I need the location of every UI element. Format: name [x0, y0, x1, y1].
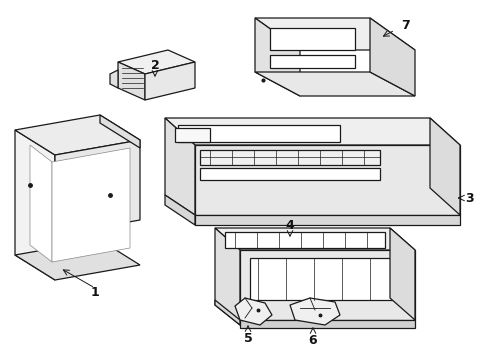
Polygon shape [255, 18, 300, 96]
Polygon shape [215, 228, 240, 325]
Polygon shape [255, 72, 415, 96]
Polygon shape [200, 150, 380, 165]
Polygon shape [195, 145, 460, 215]
Polygon shape [240, 320, 415, 328]
Text: 7: 7 [401, 18, 409, 32]
Polygon shape [235, 298, 272, 325]
Polygon shape [15, 115, 140, 155]
Polygon shape [178, 125, 340, 142]
Polygon shape [52, 148, 130, 262]
Polygon shape [250, 258, 400, 300]
Text: 5: 5 [244, 332, 252, 345]
Polygon shape [118, 50, 195, 74]
Polygon shape [165, 118, 460, 145]
Text: 1: 1 [91, 287, 99, 300]
Polygon shape [55, 140, 140, 235]
Polygon shape [430, 118, 460, 215]
Polygon shape [270, 28, 355, 50]
Polygon shape [30, 145, 52, 262]
Text: 6: 6 [309, 333, 318, 346]
Polygon shape [15, 240, 140, 280]
Polygon shape [255, 18, 415, 50]
Polygon shape [165, 195, 195, 225]
Polygon shape [215, 300, 240, 325]
Polygon shape [165, 118, 195, 215]
Polygon shape [100, 115, 140, 148]
Polygon shape [270, 55, 355, 68]
Text: 3: 3 [466, 192, 474, 204]
Text: 2: 2 [150, 59, 159, 72]
Polygon shape [145, 62, 195, 100]
Text: 4: 4 [286, 219, 294, 231]
Polygon shape [370, 18, 415, 96]
Polygon shape [240, 250, 415, 320]
Polygon shape [290, 298, 340, 325]
Polygon shape [110, 70, 118, 88]
Polygon shape [195, 215, 460, 225]
Polygon shape [15, 130, 55, 280]
Polygon shape [200, 168, 380, 180]
Polygon shape [225, 232, 385, 248]
Polygon shape [215, 228, 415, 250]
Polygon shape [175, 128, 210, 142]
Polygon shape [390, 228, 415, 320]
Polygon shape [118, 62, 145, 100]
